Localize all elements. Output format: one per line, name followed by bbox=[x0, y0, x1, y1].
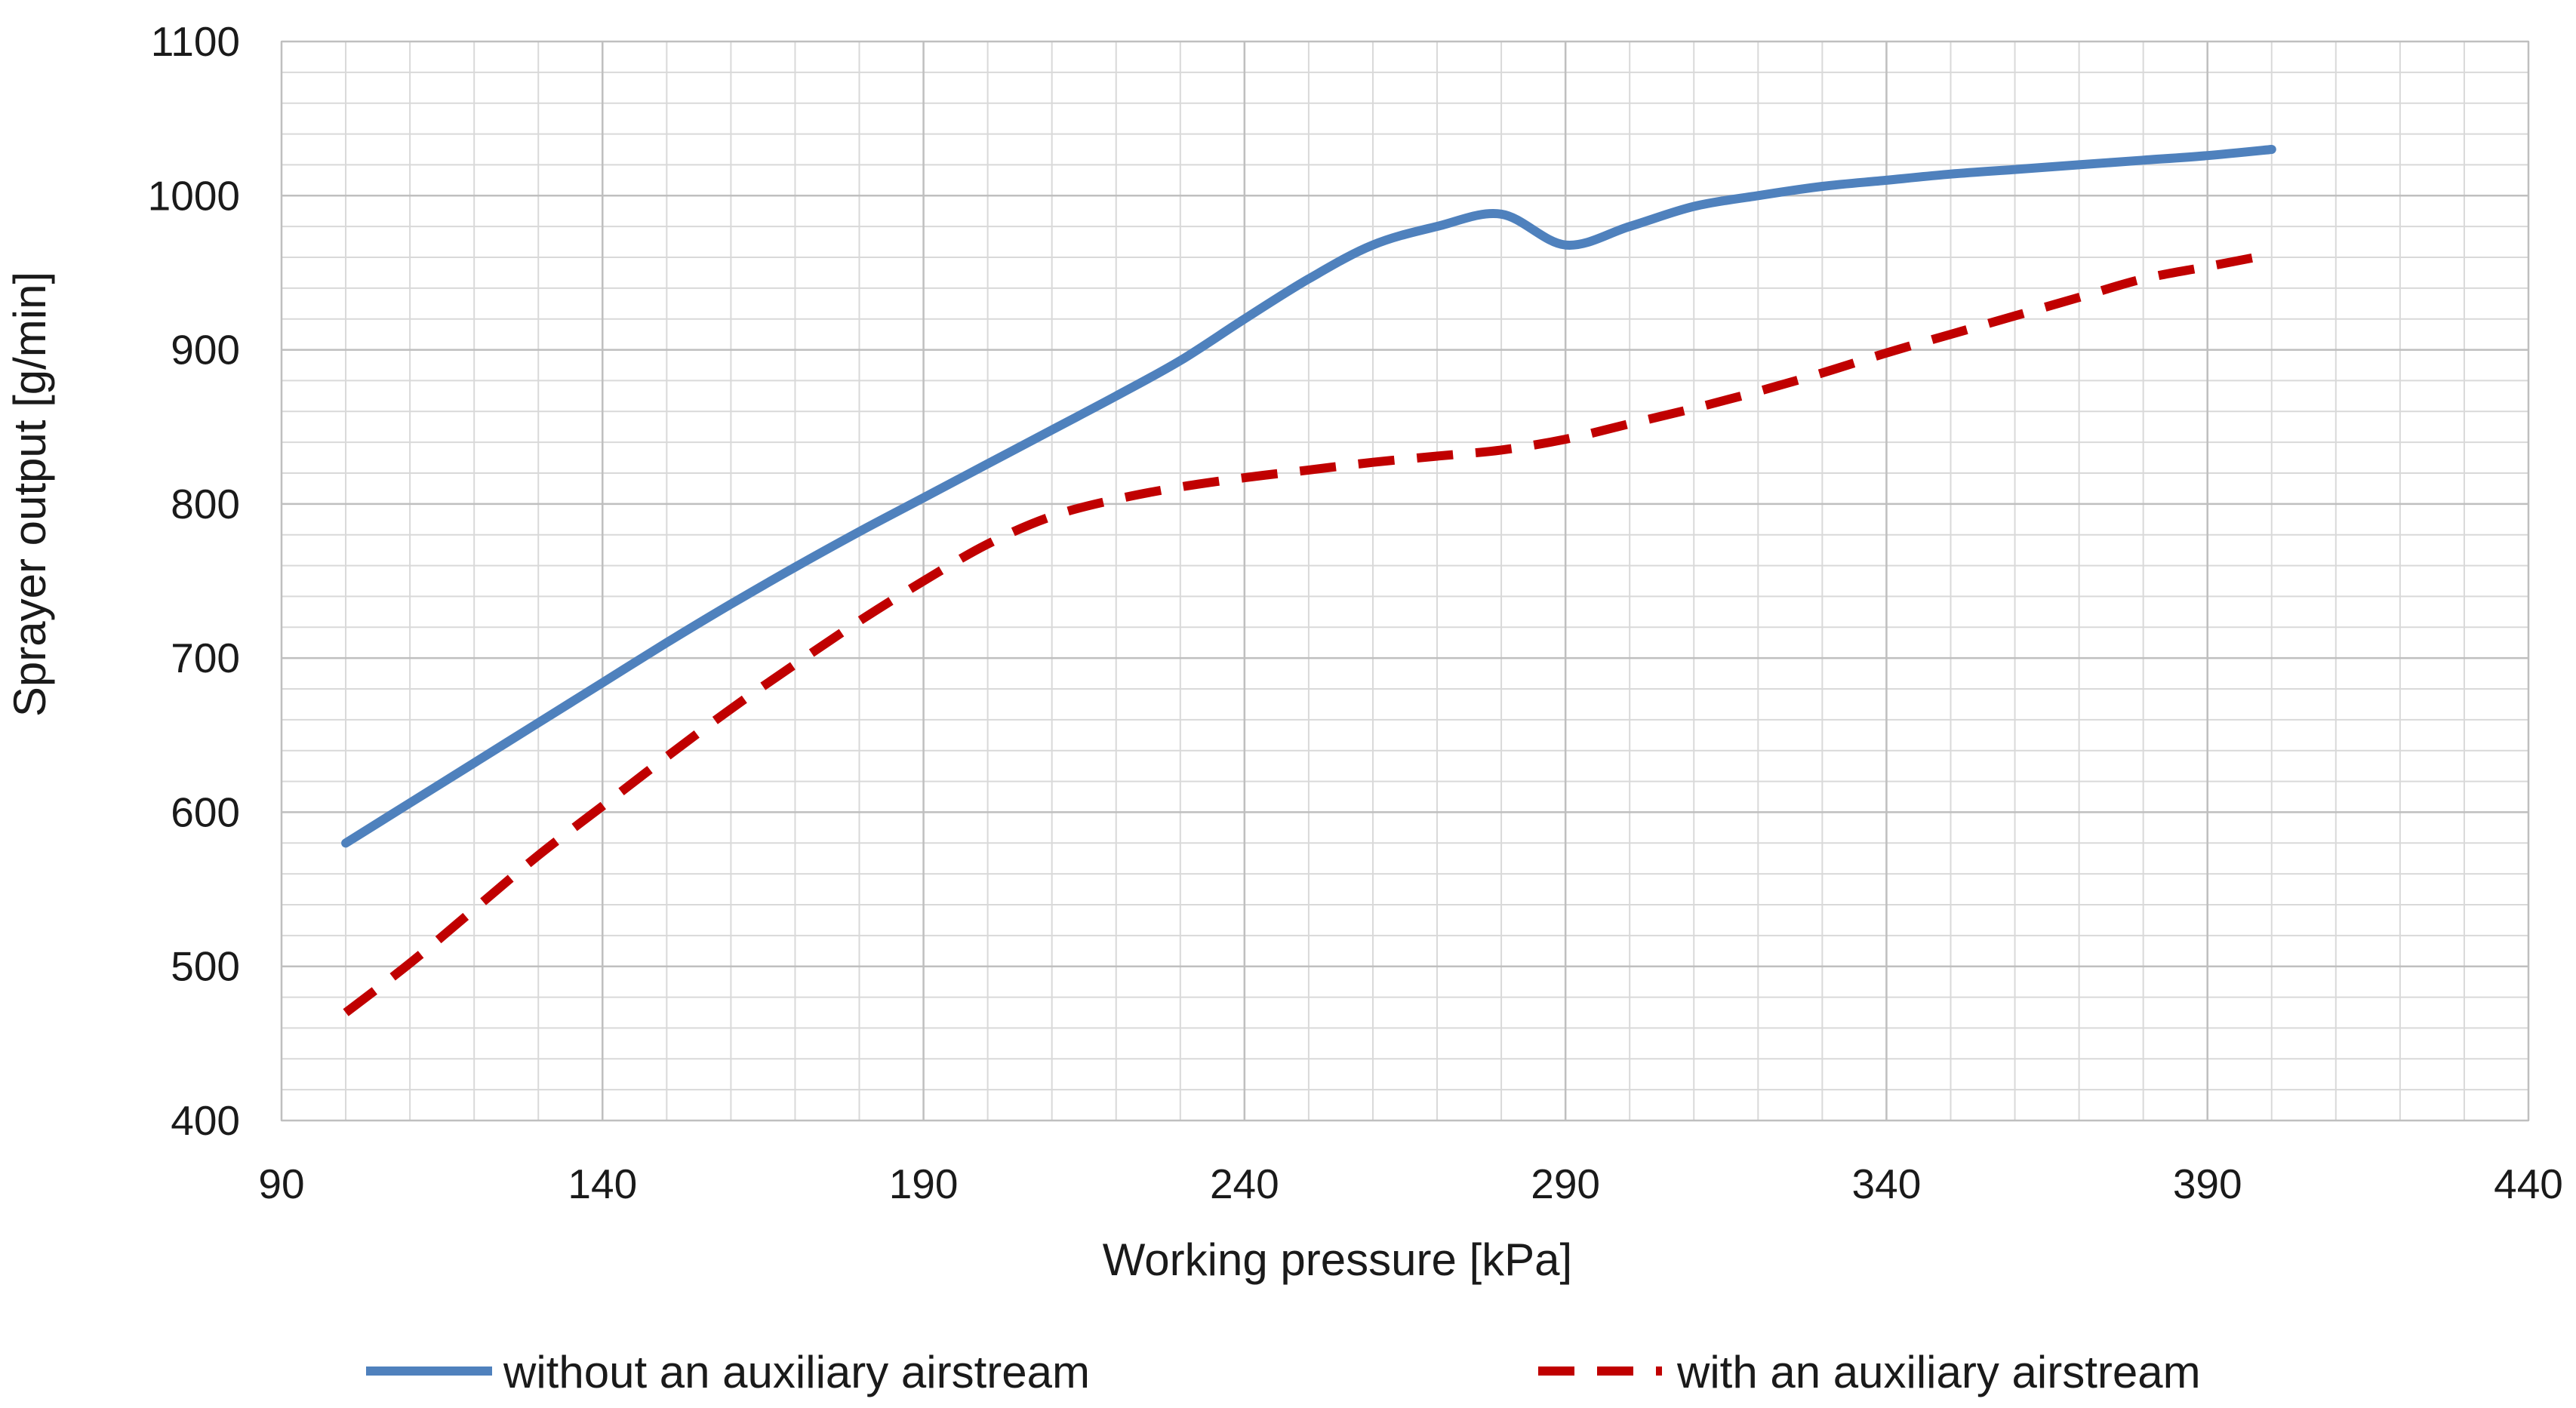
x-tick-label: 90 bbox=[258, 1161, 304, 1207]
x-axis-tick-labels: 90 140 190 240 290 340 390 440 bbox=[258, 1161, 2562, 1207]
plot-area-frame bbox=[281, 41, 2529, 1121]
legend: without an auxiliary airstream with an a… bbox=[366, 1347, 2201, 1397]
legend-label-with-airstream: with an auxiliary airstream bbox=[1676, 1347, 2201, 1397]
series-layer bbox=[341, 145, 2276, 1016]
y-tick-label: 1100 bbox=[151, 18, 240, 65]
y-axis-title: Sprayer output [g/min] bbox=[5, 272, 55, 717]
legend-label-without-airstream: without an auxiliary airstream bbox=[503, 1347, 1090, 1397]
y-tick-label: 900 bbox=[171, 327, 240, 374]
series-line-with-airstream bbox=[343, 250, 2273, 1016]
y-tick-label: 800 bbox=[171, 481, 240, 527]
major-gridlines bbox=[280, 40, 2530, 1122]
series-line-without-airstream bbox=[341, 145, 2276, 848]
y-tick-label: 400 bbox=[171, 1097, 240, 1144]
x-tick-label: 390 bbox=[2173, 1161, 2242, 1207]
x-tick-label: 190 bbox=[889, 1161, 959, 1207]
minor-gridlines bbox=[281, 41, 2529, 1121]
x-tick-label: 290 bbox=[1531, 1161, 1600, 1207]
x-tick-label: 340 bbox=[1852, 1161, 1922, 1207]
x-tick-label: 240 bbox=[1210, 1161, 1279, 1207]
y-tick-label: 700 bbox=[171, 635, 240, 681]
x-tick-label: 140 bbox=[568, 1161, 637, 1207]
y-tick-label: 500 bbox=[171, 943, 240, 990]
y-tick-label: 1000 bbox=[148, 172, 240, 219]
x-axis-title: Working pressure [kPa] bbox=[1103, 1234, 1572, 1285]
y-axis-tick-labels: 400 500 600 700 800 900 1000 1100 bbox=[148, 18, 240, 1144]
y-tick-label: 600 bbox=[171, 789, 240, 835]
x-tick-label: 440 bbox=[2494, 1161, 2563, 1207]
